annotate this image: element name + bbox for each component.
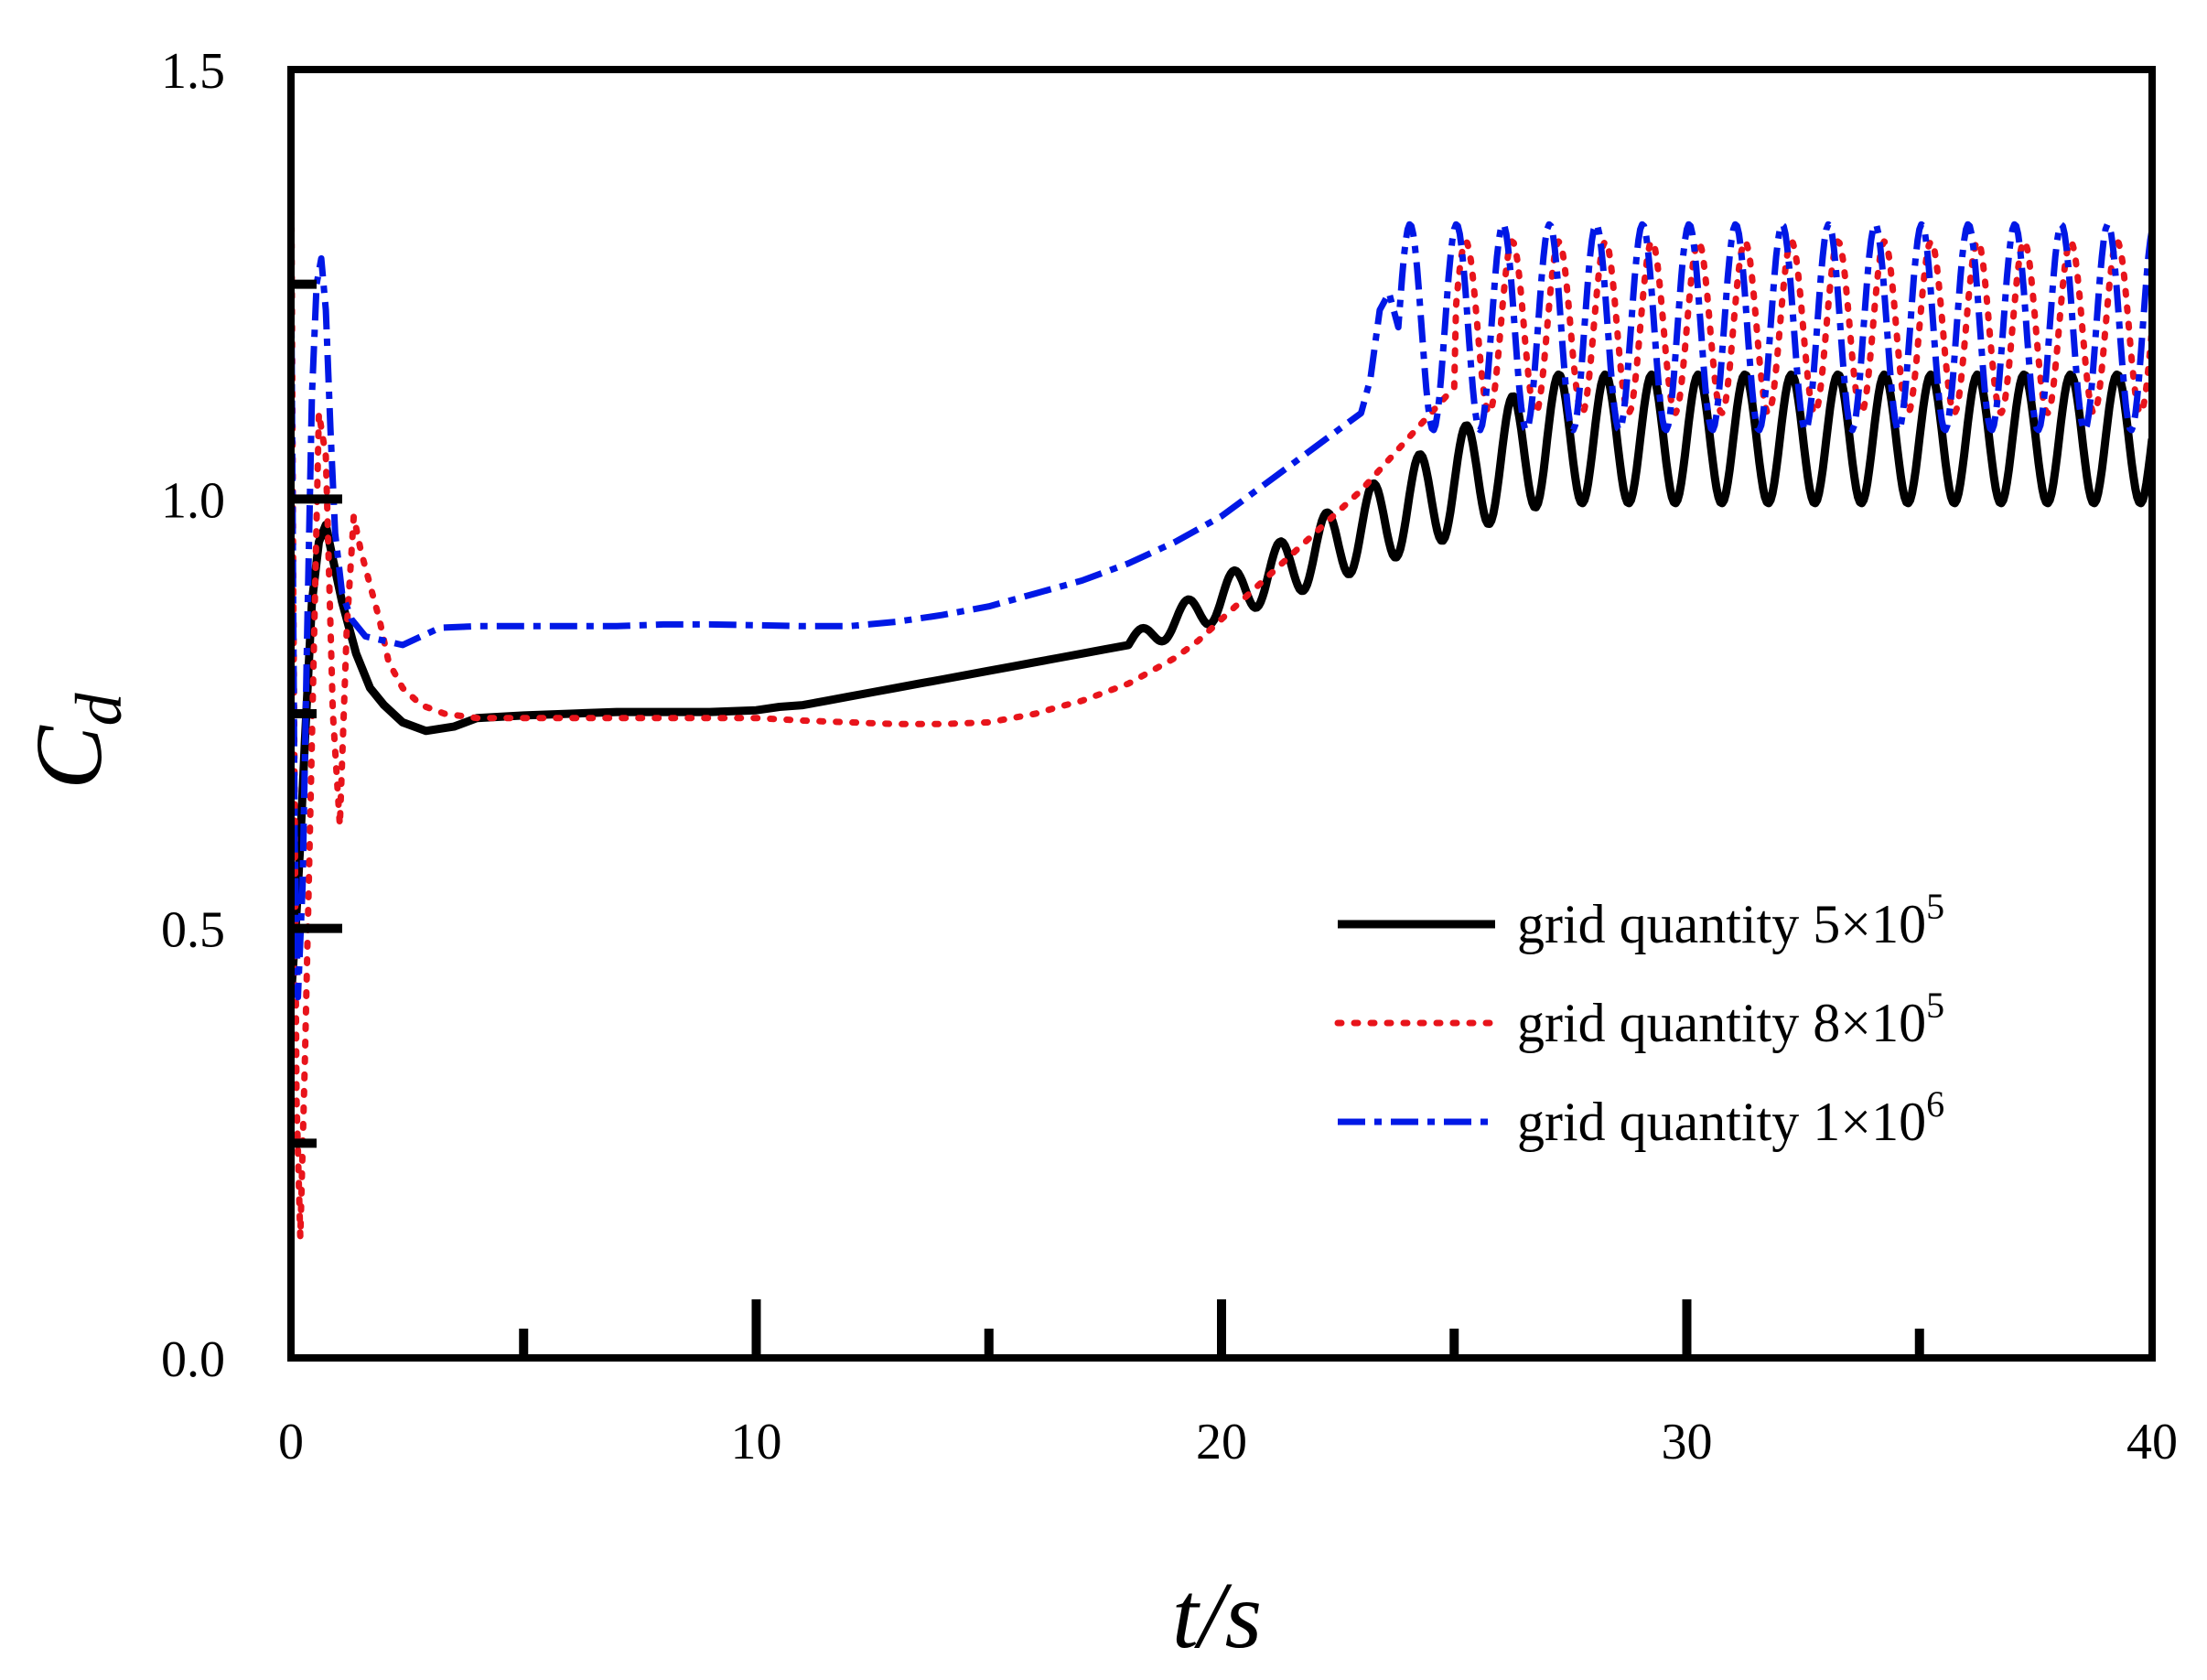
- y-tick-label: 1.0: [161, 472, 225, 529]
- y-tick-label: 1.5: [161, 43, 225, 100]
- legend-name: grid quantity: [1517, 1092, 1813, 1152]
- x-tick-label: 20: [1196, 1414, 1247, 1470]
- series-line-3: [291, 221, 2152, 1001]
- series-layer: [291, 109, 2152, 1242]
- x-tick-label: 10: [731, 1414, 782, 1470]
- x-tick-label: 30: [1662, 1414, 1713, 1470]
- axes-layer: [287, 66, 2156, 1362]
- legend-name: grid quantity: [1517, 993, 1813, 1053]
- legend-mantissa: 1×10: [1813, 1092, 1926, 1152]
- x-tick-label: 40: [2126, 1414, 2178, 1470]
- legend-exponent: 6: [1926, 1083, 1944, 1125]
- series-line-1: [291, 370, 2152, 998]
- legend-exponent: 5: [1926, 985, 1944, 1026]
- x-axis-title: t/s: [1172, 1563, 1262, 1668]
- y-axis-title-main: C: [16, 725, 122, 790]
- y-axis-title: Cd: [16, 692, 135, 789]
- y-tick-label: 0.0: [161, 1331, 225, 1388]
- legend-exponent: 5: [1926, 886, 1944, 927]
- y-tick-label: 0.5: [161, 902, 225, 959]
- legend-name: grid quantity: [1517, 894, 1813, 954]
- legend-mantissa: 8×10: [1813, 993, 1926, 1053]
- legend-mantissa: 5×10: [1813, 894, 1926, 954]
- legend-label-2: grid quantity 8×105: [1517, 985, 1944, 1053]
- x-tick-label: 0: [278, 1414, 304, 1470]
- legend-label-3: grid quantity 1×106: [1517, 1083, 1944, 1152]
- labels-layer: 0 10 20 30 40 0.0 0.5 1.0 1.5: [161, 43, 2178, 1470]
- y-axis-title-sub: d: [62, 692, 135, 726]
- series-line-2: [291, 109, 2152, 1242]
- legend-label-1: grid quantity 5×105: [1517, 886, 1944, 954]
